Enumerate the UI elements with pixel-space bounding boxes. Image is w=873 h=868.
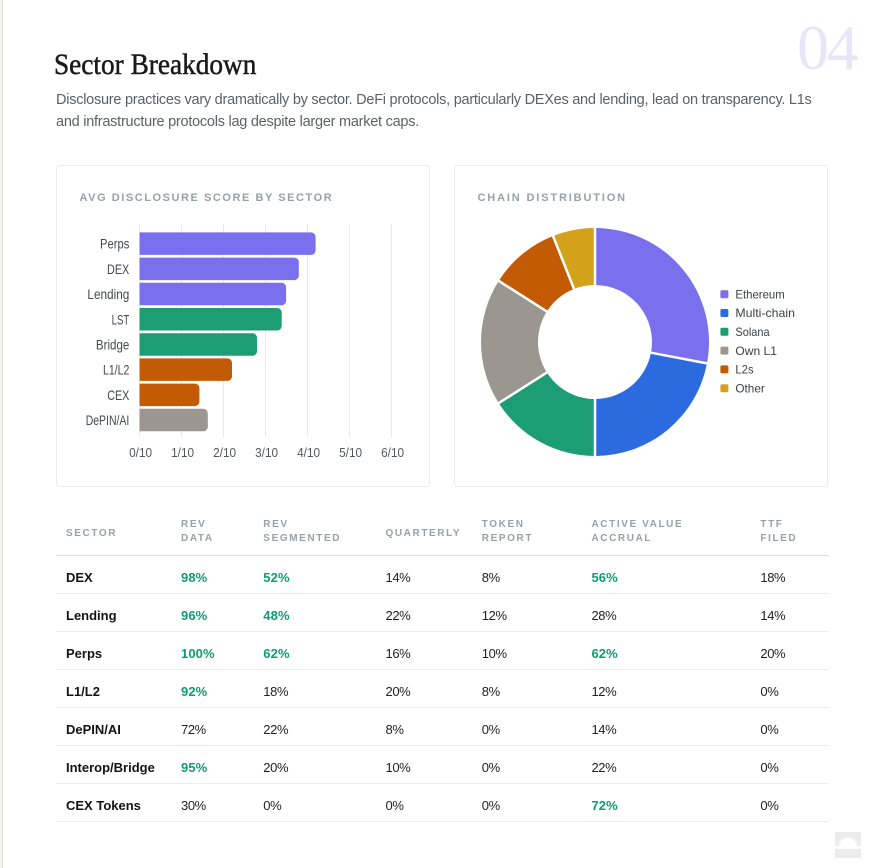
svg-text:CEX: CEX	[107, 387, 130, 403]
svg-text:6/10: 6/10	[381, 445, 404, 460]
svg-text:Solana: Solana	[735, 325, 769, 339]
svg-text:0/10: 0/10	[129, 445, 152, 460]
svg-text:3/10: 3/10	[255, 445, 278, 460]
svg-text:LST: LST	[112, 311, 130, 327]
svg-text:4/10: 4/10	[297, 445, 320, 460]
svg-text:2/10: 2/10	[213, 445, 236, 460]
svg-text:L2s: L2s	[735, 363, 753, 377]
svg-text:DePIN/AI: DePIN/AI	[86, 412, 130, 428]
svg-text:1/10: 1/10	[171, 445, 194, 460]
svg-text:Ethereum: Ethereum	[735, 287, 784, 301]
svg-text:Perps: Perps	[100, 236, 129, 252]
svg-text:DEX: DEX	[107, 261, 130, 277]
svg-text:Own L1: Own L1	[735, 344, 777, 358]
svg-text:Bridge: Bridge	[96, 337, 130, 353]
svg-text:Lending: Lending	[87, 286, 129, 302]
svg-text:L1/L2: L1/L2	[103, 362, 129, 378]
svg-text:Other: Other	[735, 381, 764, 395]
svg-text:Multi-chain: Multi-chain	[735, 306, 795, 320]
svg-text:5/10: 5/10	[339, 445, 362, 460]
